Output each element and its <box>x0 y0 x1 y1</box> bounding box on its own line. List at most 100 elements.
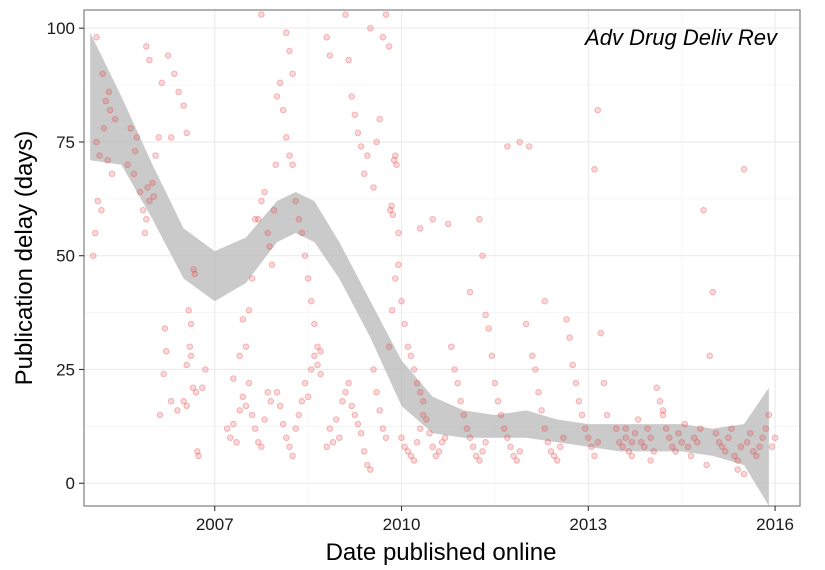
data-point <box>662 425 670 432</box>
data-point <box>382 434 390 441</box>
data-point <box>149 179 156 187</box>
data-point <box>304 393 312 401</box>
data-point <box>379 34 387 41</box>
data-point <box>261 188 268 196</box>
data-point <box>301 379 309 387</box>
data-point <box>466 288 474 296</box>
data-point <box>622 434 629 441</box>
data-point <box>144 184 151 191</box>
data-point <box>276 79 284 87</box>
data-point <box>370 184 377 191</box>
data-point <box>111 115 119 123</box>
data-point <box>233 439 240 446</box>
data-point <box>167 134 175 141</box>
data-point <box>387 206 394 214</box>
data-point <box>242 402 250 410</box>
data-point <box>242 343 250 350</box>
data-point <box>175 88 182 96</box>
data-point <box>258 11 265 18</box>
data-point <box>581 425 589 432</box>
data-point <box>345 379 352 387</box>
data-point <box>127 125 134 132</box>
data-point <box>273 388 281 396</box>
data-point <box>364 152 371 159</box>
data-point <box>317 348 324 355</box>
data-point <box>472 452 480 460</box>
y-tick-label: 0 <box>66 474 75 493</box>
x-tick-label: 2013 <box>569 515 607 534</box>
data-point <box>460 411 468 419</box>
data-point <box>171 70 178 77</box>
data-point <box>251 216 259 223</box>
data-point <box>578 411 586 419</box>
data-point <box>255 216 262 223</box>
data-point <box>740 470 748 478</box>
data-point <box>295 411 303 419</box>
data-point <box>560 434 567 441</box>
data-point <box>360 448 368 455</box>
data-point <box>370 366 377 373</box>
data-point <box>398 297 405 305</box>
data-point <box>494 398 502 405</box>
panel-border <box>83 9 801 507</box>
data-point <box>272 161 280 168</box>
data-point <box>279 106 287 114</box>
data-point <box>104 156 111 164</box>
data-point <box>603 411 611 419</box>
data-point <box>102 97 110 105</box>
data-point <box>339 398 346 405</box>
data-point <box>628 452 636 460</box>
data-point <box>644 425 651 432</box>
data-point <box>616 439 623 446</box>
data-point <box>622 425 629 432</box>
data-point <box>248 275 256 282</box>
data-point <box>286 152 293 159</box>
data-point <box>289 70 296 77</box>
data-point <box>659 411 667 419</box>
data-point <box>143 216 150 223</box>
data-point <box>239 393 247 401</box>
data-point <box>292 197 299 205</box>
data-point <box>550 452 558 460</box>
data-point <box>525 143 533 150</box>
data-point <box>239 316 247 323</box>
data-point <box>675 429 682 437</box>
data-point <box>258 443 265 451</box>
data-point <box>367 24 374 32</box>
data-point <box>544 439 552 446</box>
data-point <box>158 79 166 87</box>
data-point <box>289 452 296 460</box>
chart-annotation: Adv Drug Deliv Rev <box>583 25 779 50</box>
data-point <box>413 379 421 387</box>
data-point <box>451 366 458 373</box>
data-point <box>93 138 100 146</box>
y-tick-label: 25 <box>56 360 75 379</box>
data-point <box>245 379 253 387</box>
data-point <box>448 343 455 350</box>
data-point <box>392 275 399 282</box>
data-point <box>389 211 397 219</box>
data-point <box>367 466 374 473</box>
data-point <box>504 143 511 150</box>
data-point <box>141 229 149 237</box>
data-point <box>98 206 105 214</box>
data-point <box>734 457 741 464</box>
grid-major <box>84 10 800 506</box>
data-point <box>174 407 181 414</box>
data-point <box>156 411 164 419</box>
x-tick-label: 2007 <box>196 515 234 534</box>
data-point <box>597 329 605 337</box>
data-point <box>435 448 443 455</box>
data-point <box>298 398 306 405</box>
x-tick-label: 2010 <box>383 515 421 534</box>
data-point <box>186 343 194 350</box>
data-point <box>743 439 751 446</box>
data-point <box>585 434 592 441</box>
data-point <box>357 429 365 437</box>
y-tick-label: 100 <box>47 19 75 38</box>
data-point <box>267 398 275 405</box>
data-point <box>373 138 380 146</box>
data-point <box>130 170 138 178</box>
data-point <box>482 439 489 446</box>
data-point <box>286 47 293 55</box>
